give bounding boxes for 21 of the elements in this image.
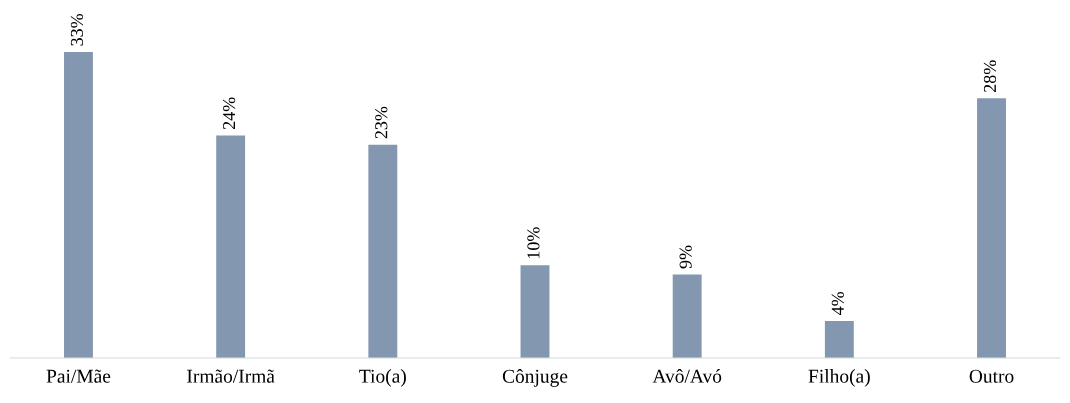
x-tick-label: Irmão/Irmã <box>187 369 275 383</box>
bar <box>824 320 854 358</box>
bar <box>672 274 702 358</box>
bar <box>520 265 550 358</box>
data-label: 10% <box>527 227 540 259</box>
bar <box>216 135 246 358</box>
x-tick-label: Avô/Avó <box>652 369 722 383</box>
bar <box>64 51 93 358</box>
data-label: 9% <box>679 245 692 269</box>
data-label: 4% <box>831 291 844 315</box>
x-tick-label: Cônjuge <box>502 369 568 387</box>
x-tick-label: Pai/Mãe <box>46 369 111 383</box>
data-label: 28% <box>983 60 997 92</box>
bar <box>368 144 398 358</box>
data-label: 23% <box>375 106 388 139</box>
x-tick-label: Outro <box>969 369 1014 383</box>
x-tick-label: Filho(a) <box>808 369 870 387</box>
data-label: 33% <box>70 13 84 46</box>
x-tick-label: Tio(a) <box>359 369 406 387</box>
bar <box>977 98 1006 358</box>
data-label: 24% <box>222 97 236 130</box>
